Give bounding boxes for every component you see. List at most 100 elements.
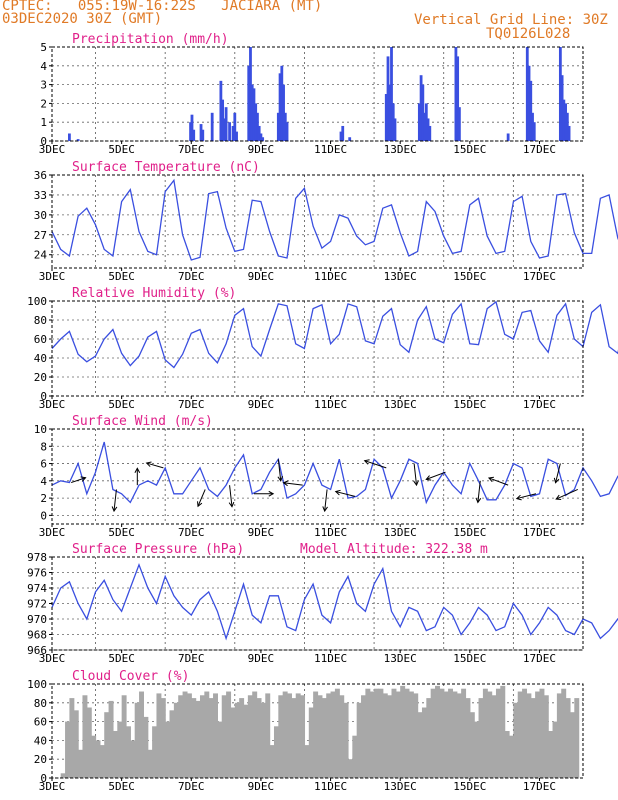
x-tick-label: 15DEC (453, 143, 486, 156)
cloud-bar (491, 695, 497, 778)
cloud-bar (352, 735, 358, 778)
wind-arrow (134, 467, 141, 486)
cloud-bar (99, 745, 105, 778)
header-datetime: 03DEC2020 30Z (GMT) (2, 11, 163, 27)
precip-bar (252, 88, 256, 141)
x-tick-label: 5DEC (108, 526, 135, 539)
cloud-bar (134, 702, 140, 778)
cloud-bar (500, 685, 506, 778)
cloud-bar (513, 702, 519, 778)
cloud-bar (369, 691, 375, 778)
cloud-bar (95, 740, 101, 778)
x-tick-label: 17DEC (523, 143, 556, 156)
cloud-bar (391, 688, 397, 778)
header-location: CPTEC: 055:19W-16:22S JACIARA (MT) (2, 0, 323, 14)
panel-5 (49, 556, 618, 653)
y-tick-label: 0 (40, 772, 47, 785)
cloud-bar (552, 721, 558, 778)
cloud-bar (530, 698, 536, 778)
x-tick-label: 7DEC (178, 398, 205, 411)
x-tick-label: 11DEC (314, 398, 347, 411)
x-tick-label: 9DEC (248, 526, 275, 539)
wind-arrow-head (487, 476, 494, 483)
y-tick-label: 0 (40, 509, 47, 522)
panel-2 (49, 174, 618, 271)
cloud-bar (221, 695, 227, 778)
cloud-bar (504, 731, 510, 778)
wind-arrow (425, 471, 446, 481)
y-tick-label: 60 (34, 333, 47, 346)
cloud-bar (465, 698, 471, 778)
wind-arrow (253, 490, 275, 497)
cloud-bar (243, 704, 249, 778)
x-tick-label: 7DEC (178, 780, 205, 793)
x-tick-label: 7DEC (178, 270, 205, 283)
y-tick-label: 40 (34, 734, 47, 747)
cloud-bar (65, 721, 71, 778)
wind-arrow-head (475, 497, 482, 504)
x-tick-label: 15DEC (453, 652, 486, 665)
cloud-bar (400, 685, 406, 778)
wind-arrow (228, 485, 235, 508)
precip-bar (276, 112, 280, 141)
cloud-bar (217, 721, 223, 778)
y-tick-label: 33 (34, 189, 47, 202)
cloud-bar (574, 698, 580, 778)
cloud-bar (78, 749, 84, 778)
wind-arrow-shaft (113, 489, 117, 512)
cloud-bar (408, 691, 414, 778)
y-tick-label: 20 (34, 753, 47, 766)
wind-arrow (145, 461, 164, 469)
cloud-bar (522, 688, 528, 778)
wind-arrow (553, 463, 561, 484)
cloud-bar (147, 749, 153, 778)
precip-bar (285, 122, 289, 141)
x-tick-label: 3DEC (39, 780, 66, 793)
cloud-bar (73, 710, 79, 778)
wind-arrow-shaft (413, 463, 418, 486)
wind-arrow-shaft (555, 463, 561, 483)
x-tick-label: 3DEC (39, 398, 66, 411)
cloud-bar (543, 695, 549, 778)
x-tick-label: 3DEC (39, 652, 66, 665)
cloud-bar (556, 693, 562, 778)
x-tick-label: 9DEC (248, 780, 275, 793)
wind-arrow (363, 459, 387, 469)
wind-arrow-head (134, 467, 141, 473)
x-tick-label: 13DEC (384, 652, 417, 665)
precip-bar (257, 125, 261, 141)
cloud-bar (456, 693, 462, 778)
x-tick-label: 5DEC (108, 143, 135, 156)
y-tick-label: 80 (34, 314, 47, 327)
x-tick-label: 5DEC (108, 398, 135, 411)
wind-arrow-head (282, 480, 289, 487)
cloud-bar (156, 693, 162, 778)
panel-4 (49, 428, 618, 527)
wind-arrow (277, 459, 284, 482)
x-tick-label: 11DEC (314, 652, 347, 665)
plot-frame (51, 300, 584, 397)
precip-bar (567, 125, 571, 141)
y-tick-label: 978 (27, 551, 47, 564)
precip-bar (423, 112, 426, 141)
cloud-bar (165, 721, 171, 778)
precip-bar (419, 75, 423, 141)
y-tick-label: 30 (34, 209, 47, 222)
panel-title: Relative Humidity (%) (72, 286, 236, 301)
y-tick-label: 970 (27, 613, 47, 626)
wind-arrow (282, 480, 303, 487)
wind-arrow-head (334, 489, 341, 496)
cloud-bar (413, 693, 419, 778)
cloud-bar (365, 688, 371, 778)
precip-bar (231, 125, 235, 141)
series-line (51, 441, 618, 505)
cloud-bar (339, 695, 345, 778)
wind-arrow-head (413, 480, 419, 487)
cloud-bar (517, 691, 523, 778)
y-tick-label: 2 (40, 97, 47, 110)
wind-arrow-head (322, 506, 328, 513)
precip-bar (424, 103, 428, 141)
x-tick-label: 11DEC (314, 526, 347, 539)
cloud-bar (269, 745, 275, 778)
series-line (51, 178, 618, 261)
